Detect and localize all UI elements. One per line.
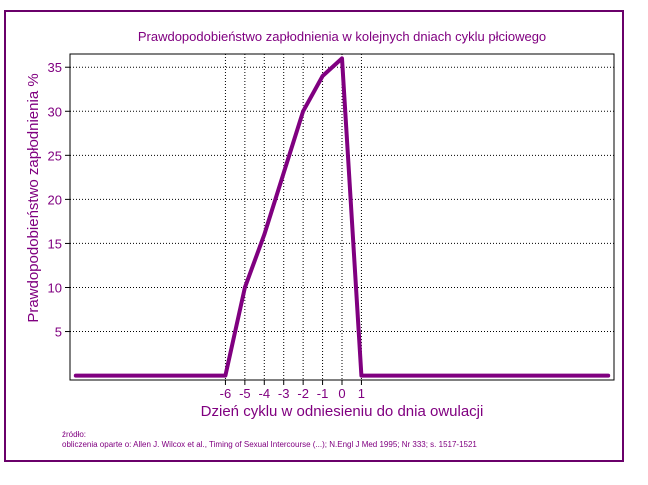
y-axis-label: Prawdopodobieństwo zapłodnienia % [25, 73, 42, 322]
y-tick-label: 20 [48, 192, 62, 207]
x-tick-label: -1 [317, 386, 329, 401]
y-tick-label: 10 [48, 280, 62, 295]
source-label: źródło: [62, 430, 86, 439]
x-tick-label: -3 [278, 386, 290, 401]
x-tick-label: 0 [338, 386, 345, 401]
x-tick-labels: -6 -5 -4 -3 -2 -1 0 1 [220, 380, 365, 401]
y-tick-label: 30 [48, 104, 62, 119]
y-tick-label: 35 [48, 60, 62, 75]
y-tick-labels: 5 10 15 20 25 30 35 [48, 60, 70, 340]
x-tick-label: -5 [239, 386, 251, 401]
x-tick-label: -4 [259, 386, 271, 401]
x-axis-label: Dzień cyklu w odniesieniu do dnia owulac… [201, 403, 484, 420]
chart-frame [4, 10, 624, 462]
x-tick-label: 1 [358, 386, 365, 401]
y-tick-label: 5 [55, 325, 62, 340]
series [73, 56, 611, 378]
x-tick-label: -2 [297, 386, 309, 401]
chart-title: Prawdopodobieństwo zapłodnienia w kolejn… [138, 29, 546, 44]
y-tick-label: 15 [48, 236, 62, 251]
citation-text: obliczenia oparte o: Allen J. Wilcox et … [62, 440, 477, 449]
grid [70, 54, 614, 380]
y-tick-label: 25 [48, 148, 62, 163]
series-line [73, 56, 611, 378]
x-tick-label: -6 [220, 386, 232, 401]
